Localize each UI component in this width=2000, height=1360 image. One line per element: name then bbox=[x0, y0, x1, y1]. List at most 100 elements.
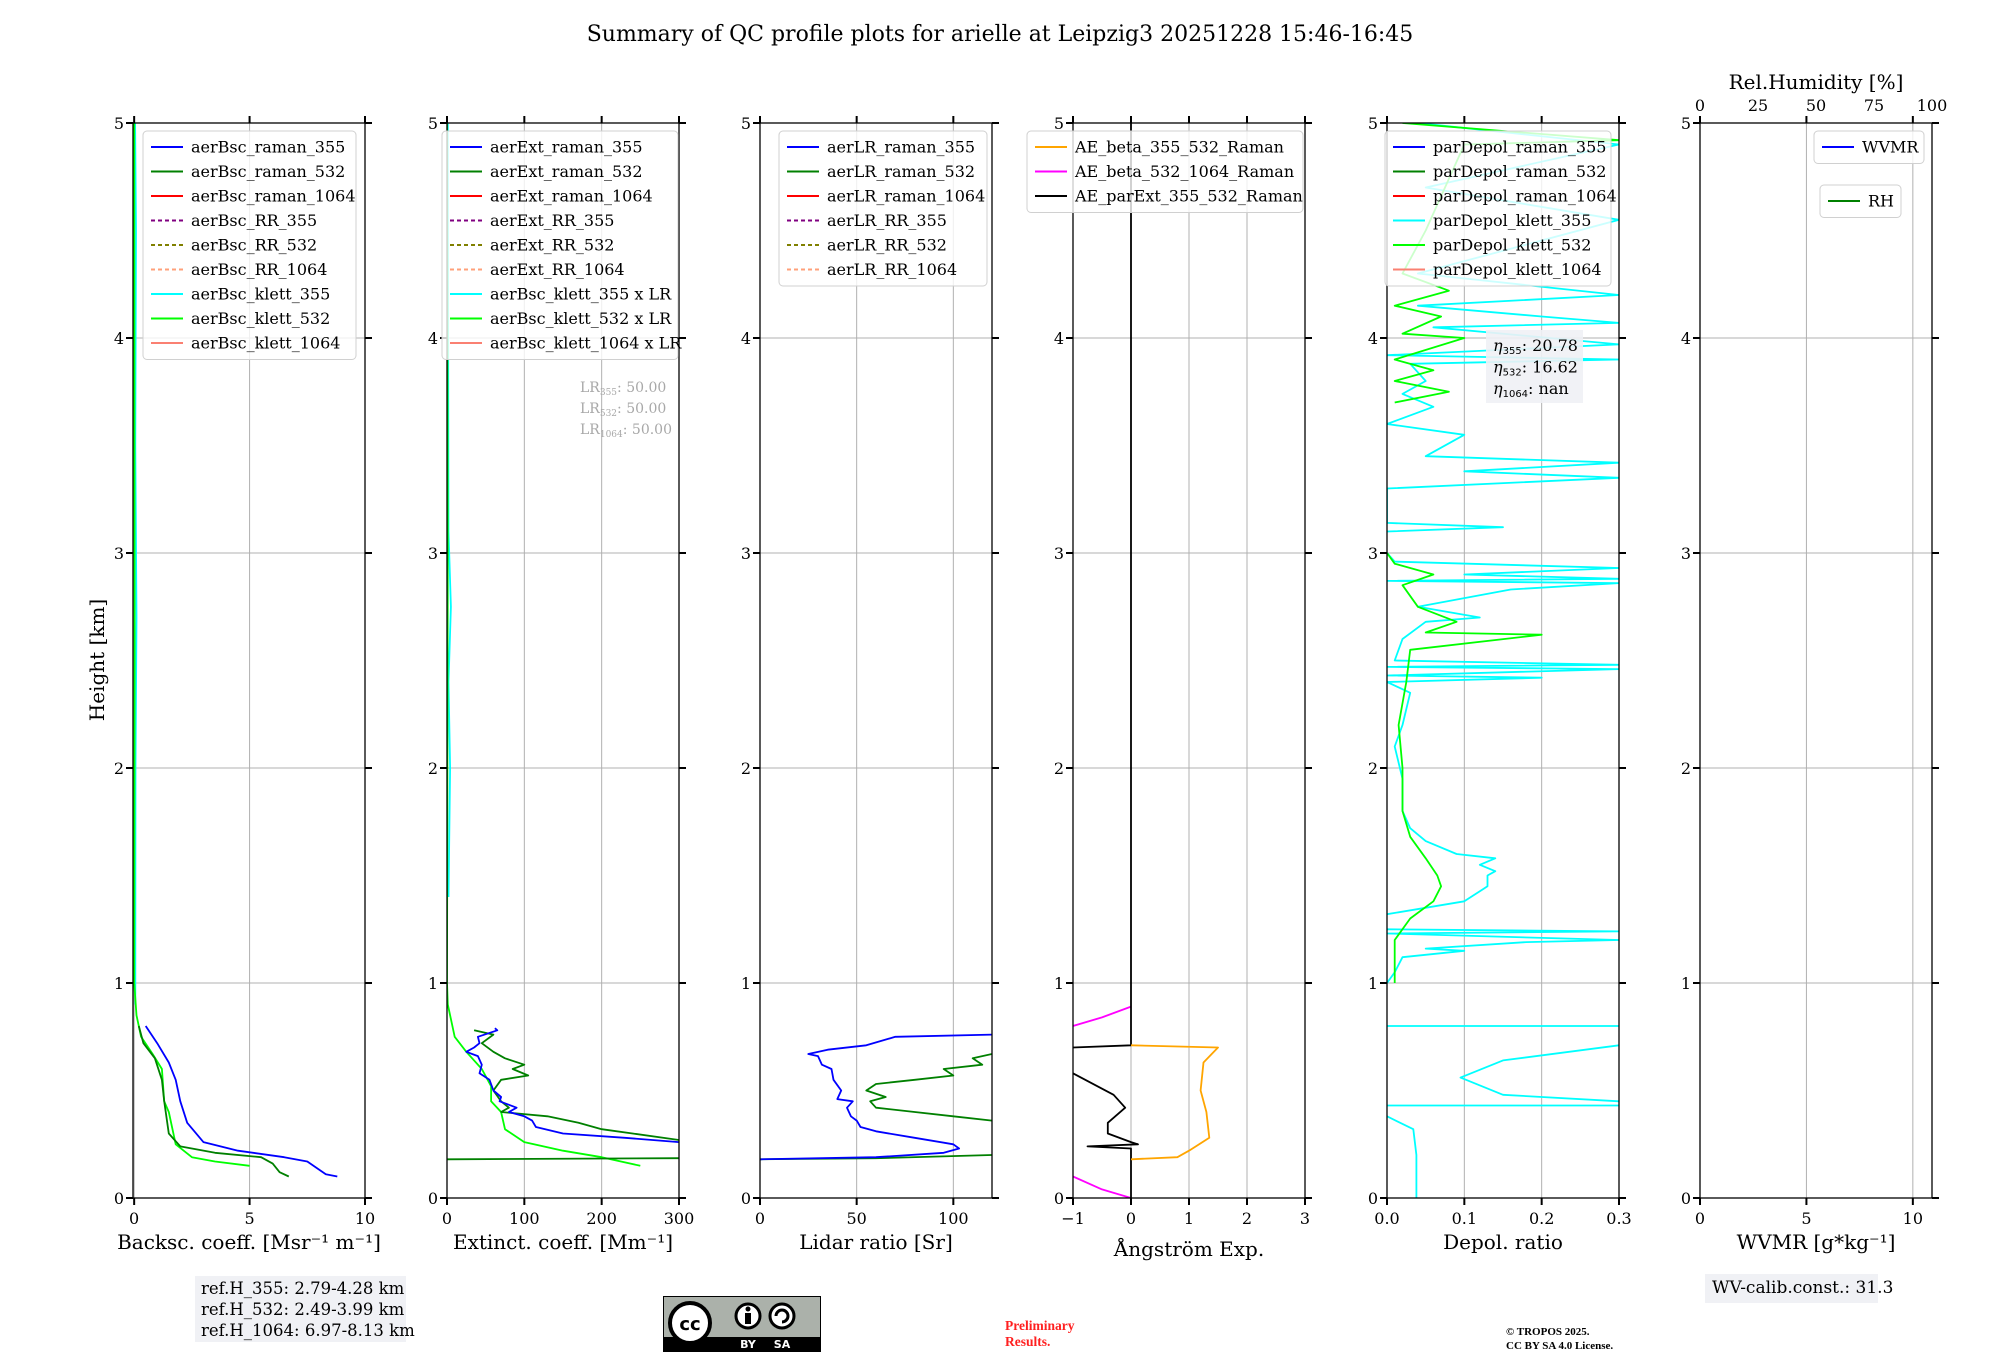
y-tick-label: 2 bbox=[1681, 759, 1691, 778]
y-tick-label: 1 bbox=[1681, 974, 1691, 993]
axes-frame bbox=[446, 122, 680, 1199]
copyright-line-1: © TROPOS 2025. bbox=[1506, 1326, 1590, 1338]
cc-text: cc bbox=[679, 1314, 700, 1335]
y-tick-label: 5 bbox=[1054, 114, 1064, 133]
series-group bbox=[1073, 123, 1219, 1198]
legend-label: AE_beta_532_1064_Raman bbox=[1074, 162, 1294, 181]
y-tick-label: 3 bbox=[114, 544, 124, 563]
x-tick-label: 0.0 bbox=[1374, 1209, 1399, 1228]
series-line-aerBsc_klett_355 bbox=[134, 123, 138, 1005]
legend-label: aerBsc_RR_1064 bbox=[191, 260, 327, 279]
y-tick-label: 0 bbox=[1368, 1189, 1378, 1208]
x-tick-label: 5 bbox=[1801, 1209, 1811, 1228]
y-tick-label: 1 bbox=[741, 974, 751, 993]
y-tick-label: 0 bbox=[114, 1189, 124, 1208]
series-line-AE_beta_532_1064_Raman bbox=[1073, 1175, 1132, 1198]
y-tick-label: 5 bbox=[428, 114, 438, 133]
legend-label: aerBsc_klett_1064 x LR bbox=[490, 334, 682, 353]
legend-label: parDepol_raman_355 bbox=[1433, 138, 1606, 157]
annotation-subscript: 355 bbox=[1503, 346, 1522, 357]
annotation-subscript: 532 bbox=[1503, 368, 1522, 379]
y-tick-label: 1 bbox=[428, 974, 438, 993]
by-label: BY bbox=[740, 1338, 757, 1351]
series-line-parDepol_klett_355 bbox=[1387, 928, 1619, 984]
annotation-symbol: LR bbox=[580, 401, 600, 417]
rh-tick-label: 100 bbox=[1917, 96, 1948, 115]
rh-tick-label: 0 bbox=[1695, 96, 1705, 115]
ref-height-532: ref.H_532: 2.49-3.99 km bbox=[201, 1300, 405, 1319]
legend-label: aerExt_RR_532 bbox=[490, 236, 614, 255]
x-tick-label: 10 bbox=[355, 1209, 375, 1228]
x-axis-label: Lidar ratio [Sr] bbox=[799, 1230, 953, 1254]
eta-annotation-box bbox=[1486, 330, 1583, 403]
series-line-parDepol_klett_532 bbox=[1387, 552, 1543, 983]
series-line-parDepol_klett_355 bbox=[1459, 1044, 1619, 1103]
series-line-aerBsc_raman_532 bbox=[137, 1025, 290, 1178]
legend-label: aerLR_raman_532 bbox=[827, 162, 975, 181]
series-line-aerBsc_raman_355 bbox=[144, 1025, 338, 1178]
series-line-AE_parExt_355_532_Raman bbox=[1073, 1072, 1139, 1198]
annotation-value: : 50.00 bbox=[617, 401, 666, 417]
lidar-ratio-annotation: LR355: 50.00 bbox=[580, 380, 666, 398]
x-tick-label: 0.1 bbox=[1452, 1209, 1477, 1228]
y-tick-label: 4 bbox=[741, 329, 751, 348]
x-axis-label: Extinct. coeff. [Mm⁻¹] bbox=[453, 1230, 673, 1254]
y-tick-label: 0 bbox=[741, 1189, 751, 1208]
lidar-ratio-annotation: LR532: 50.00 bbox=[580, 401, 666, 419]
annotation-subscript: 1064 bbox=[600, 430, 623, 440]
series-line-aerLR_raman_355 bbox=[760, 1033, 992, 1161]
panel-backscatter: 0 5 10 0 1 2 3 4 5 Backsc. coeff. [Msr⁻¹ m⁻¹] aerB… bbox=[114, 114, 381, 1254]
y-tick-label: 0 bbox=[1054, 1189, 1064, 1208]
legend-label: aerBsc_raman_532 bbox=[191, 162, 345, 181]
legend-label: aerLR_RR_532 bbox=[827, 236, 947, 255]
y-tick-label: 5 bbox=[114, 114, 124, 133]
annotation-value: : 16.62 bbox=[1522, 358, 1578, 377]
x-tick-label: 0 bbox=[1126, 1209, 1136, 1228]
axes-frame bbox=[1386, 122, 1620, 1199]
x-axis-label: Depol. ratio bbox=[1443, 1230, 1563, 1254]
series-line-parDepol_klett_355 bbox=[1387, 1115, 1418, 1198]
x-tick-label: 1 bbox=[1184, 1209, 1194, 1228]
x-tick-label: 100 bbox=[509, 1209, 540, 1228]
reference-height-box: ref.H_355: 2.79-4.28 km ref.H_532: 2.49-… bbox=[195, 1276, 415, 1342]
legend-label: aerBsc_raman_1064 bbox=[191, 187, 356, 206]
y-tick-label: 0 bbox=[428, 1189, 438, 1208]
legend-label: aerExt_raman_355 bbox=[490, 138, 643, 157]
lidar-ratio-annotation: LR1064: 50.00 bbox=[580, 422, 672, 440]
series-line-aerExt_raman_532 bbox=[473, 1029, 679, 1141]
y-tick-label: 2 bbox=[114, 759, 124, 778]
x-tick-label: 0.3 bbox=[1606, 1209, 1631, 1228]
series-group bbox=[133, 123, 338, 1178]
series-line-AE_parExt_355_532_Raman bbox=[1073, 123, 1132, 1049]
share-alike-icon bbox=[768, 1302, 796, 1330]
y-tick-label: 3 bbox=[741, 544, 751, 563]
legend-label: WVMR bbox=[1862, 138, 1919, 157]
y-tick-label: 3 bbox=[1681, 544, 1691, 563]
y-tick-label: 2 bbox=[1054, 759, 1064, 778]
annotation-value: : 20.78 bbox=[1522, 336, 1578, 355]
y-axis-label: Height [km] bbox=[85, 599, 109, 721]
x-tick-label: 0.2 bbox=[1529, 1209, 1554, 1228]
axes-frame bbox=[1699, 122, 1933, 1199]
lidar_ratio-legend-box bbox=[778, 130, 988, 287]
annotation-subscript: 532 bbox=[600, 409, 617, 419]
y-tick-label: 3 bbox=[428, 544, 438, 563]
y-tick-label: 2 bbox=[741, 759, 751, 778]
eta-annotation: η355: 20.78 bbox=[1493, 336, 1578, 357]
y-tick-label: 3 bbox=[1368, 544, 1378, 563]
annotation-symbol: LR bbox=[580, 380, 600, 396]
annotation-subscript: 1064 bbox=[1503, 389, 1528, 400]
y-tick-label: 2 bbox=[1368, 759, 1378, 778]
annotation-symbol: η bbox=[1493, 379, 1503, 398]
legend-label: aerBsc_raman_355 bbox=[191, 138, 345, 157]
legend-label: aerExt_RR_355 bbox=[490, 211, 614, 230]
y-tick-label: 4 bbox=[1368, 329, 1378, 348]
figure-title: Summary of QC profile plots for arielle … bbox=[586, 22, 1414, 47]
legend-label: aerLR_RR_355 bbox=[827, 211, 947, 230]
x-tick-label: 0 bbox=[129, 1209, 139, 1228]
y-tick-label: 4 bbox=[1681, 329, 1691, 348]
extinction-legend-box bbox=[441, 130, 679, 360]
series-line-aerExt_raman_355 bbox=[465, 1027, 679, 1143]
panel-depol: 0.0 0.1 0.2 0.3 0 1 2 3 4 5 Depol. ratio parDepol_r… bbox=[1368, 114, 1632, 1254]
